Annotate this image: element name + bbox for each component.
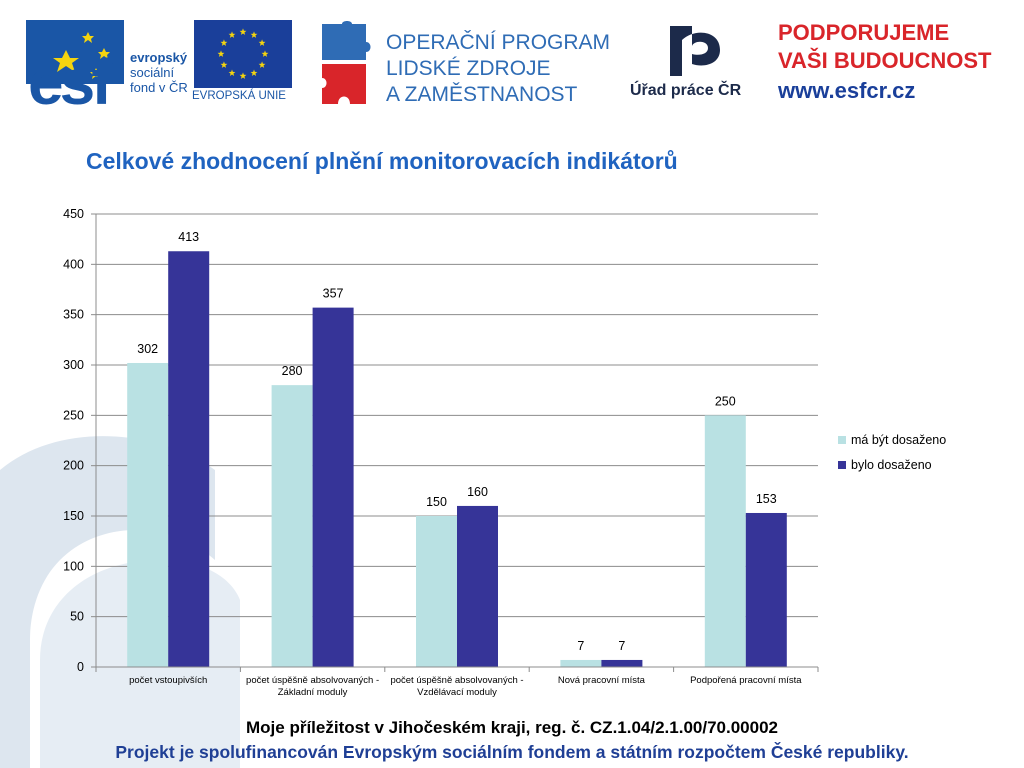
y-tick-label: 50	[70, 610, 84, 624]
podporujeme-logo: PODPORUJEME VAŠI BUDOUCNOST www.esfcr.cz	[776, 16, 1006, 108]
data-label: 153	[756, 492, 777, 506]
legend-swatch	[838, 461, 846, 469]
bar	[560, 659, 602, 667]
y-tick-label: 200	[63, 459, 84, 473]
puzzle-icon	[322, 21, 371, 104]
esf-caption-line1: evropský	[130, 50, 188, 65]
data-label: 160	[467, 485, 488, 499]
y-tick-label: 350	[63, 308, 84, 322]
podporujeme-line1: PODPORUJEME	[778, 20, 950, 45]
data-label: 7	[618, 639, 625, 653]
eu-star-icon	[258, 39, 266, 46]
eu-star-icon	[250, 69, 258, 76]
x-tick-label: Základní moduly	[278, 687, 348, 698]
bar	[704, 415, 746, 667]
y-tick-label: 300	[63, 358, 84, 372]
eu-star-icon	[239, 28, 247, 35]
bar	[457, 505, 498, 667]
header-logos: esf evropský sociální fond v ČR EVROPSKÁ…	[0, 0, 1024, 120]
eu-caption: EVROPSKÁ UNIE	[192, 90, 286, 102]
cofinancing-note: Projekt je spolufinancován Evropským soc…	[115, 742, 909, 762]
esf-flag-icon	[26, 20, 124, 84]
eu-star-icon	[239, 72, 247, 79]
legend-swatch	[838, 436, 846, 444]
podporujeme-line2: VAŠI BUDOUCNOST	[778, 48, 992, 73]
y-tick-label: 100	[63, 559, 84, 573]
data-label: 280	[282, 364, 303, 378]
data-label: 150	[426, 495, 447, 509]
urad-prace-emblem-icon	[670, 26, 720, 76]
x-tick-label: počet úspěšně absolvovaných -	[246, 675, 379, 686]
y-tick-label: 400	[63, 257, 84, 271]
esf-letters: esf	[28, 46, 112, 118]
bar	[168, 251, 210, 667]
bar	[271, 385, 313, 667]
eu-star-icon	[228, 31, 236, 38]
eu-star-icon	[250, 31, 258, 38]
urad-prace-logo: Úřad práce ČR	[628, 18, 758, 110]
urad-prace-caption: Úřad práce ČR	[630, 82, 742, 99]
bar	[416, 516, 457, 667]
eu-star-icon	[217, 50, 225, 57]
y-tick-label: 150	[63, 509, 84, 523]
x-tick-label: Podpořená pracovní místa	[690, 675, 802, 686]
y-tick-label: 250	[63, 408, 84, 422]
bar	[745, 512, 787, 667]
x-tick-label: počet vstoupivších	[129, 675, 207, 686]
chart-title: Celkové zhodnocení plnění monitorovacích…	[86, 148, 678, 174]
data-label: 302	[137, 342, 158, 356]
bar	[312, 307, 354, 667]
eu-star-icon	[258, 61, 266, 68]
legend-label: bylo dosaženo	[851, 458, 932, 472]
x-tick-label: Vzdělávací moduly	[417, 687, 497, 698]
op-lzz-caption: OPERAČNÍ PROGRAM LIDSKÉ ZDROJE A ZAMĚSTN…	[386, 30, 610, 108]
data-label: 413	[178, 230, 199, 244]
esf-logo: esf evropský sociální fond v ČR EVROPSKÁ…	[26, 20, 296, 114]
eu-star-icon	[261, 50, 269, 57]
esf-caption-line3: fond v ČR	[130, 80, 188, 95]
bar	[601, 659, 643, 667]
op-line2: LIDSKÉ ZDROJE	[386, 57, 551, 80]
op-lzz-logo: OPERAČNÍ PROGRAM LIDSKÉ ZDROJE A ZAMĚSTN…	[320, 20, 610, 108]
eu-star-icon	[228, 69, 236, 76]
eu-star-icon	[220, 39, 228, 46]
op-line1: OPERAČNÍ PROGRAM	[386, 31, 611, 54]
esf-caption-line2: sociální	[130, 65, 175, 80]
podporujeme-web: www.esfcr.cz	[778, 78, 916, 103]
x-tick-label: počet úspěšně absolvovaných -	[390, 675, 523, 686]
y-tick-label: 0	[77, 660, 84, 674]
data-label: 357	[323, 287, 344, 301]
eu-flag-icon	[194, 20, 292, 88]
y-tick-label: 450	[63, 207, 84, 221]
bar	[127, 362, 169, 667]
esf-caption: evropský sociální fond v ČR	[130, 50, 188, 95]
op-line3: A ZAMĚSTNANOST	[386, 83, 578, 106]
eu-star-icon	[220, 61, 228, 68]
data-label: 250	[715, 394, 736, 408]
x-tick-label: Nová pracovní místa	[558, 675, 646, 686]
project-name: Moje příležitost v Jihočeském kraji, reg…	[246, 718, 778, 737]
data-label: 7	[577, 639, 584, 653]
legend-label: má být dosaženo	[851, 433, 946, 447]
